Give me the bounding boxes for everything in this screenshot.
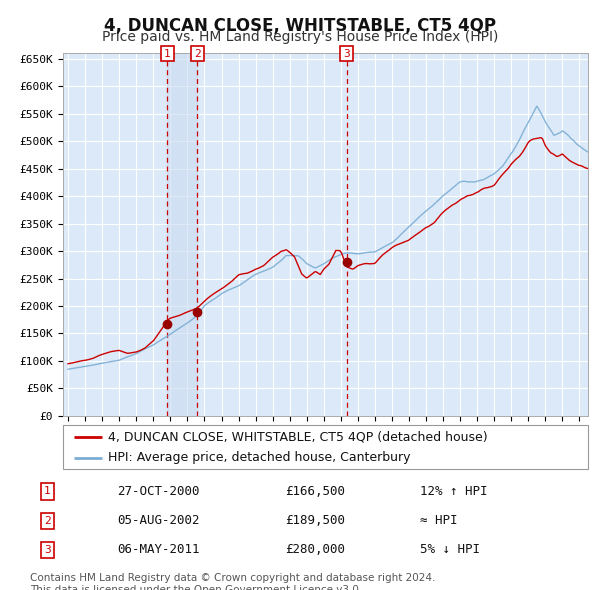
Text: 1: 1	[164, 48, 171, 58]
Text: 4, DUNCAN CLOSE, WHITSTABLE, CT5 4QP: 4, DUNCAN CLOSE, WHITSTABLE, CT5 4QP	[104, 17, 496, 35]
Text: Price paid vs. HM Land Registry's House Price Index (HPI): Price paid vs. HM Land Registry's House …	[102, 30, 498, 44]
Text: 3: 3	[44, 545, 51, 555]
Text: £166,500: £166,500	[285, 485, 345, 498]
Text: 27-OCT-2000: 27-OCT-2000	[118, 485, 200, 498]
Text: 2: 2	[194, 48, 201, 58]
Text: 4, DUNCAN CLOSE, WHITSTABLE, CT5 4QP (detached house): 4, DUNCAN CLOSE, WHITSTABLE, CT5 4QP (de…	[107, 431, 487, 444]
Text: ≈ HPI: ≈ HPI	[420, 514, 458, 527]
Text: £280,000: £280,000	[285, 543, 345, 556]
Text: £189,500: £189,500	[285, 514, 345, 527]
Text: HPI: Average price, detached house, Canterbury: HPI: Average price, detached house, Cant…	[107, 451, 410, 464]
Bar	[167, 53, 197, 416]
Text: 12% ↑ HPI: 12% ↑ HPI	[420, 485, 487, 498]
Text: 3: 3	[343, 48, 350, 58]
Text: 5% ↓ HPI: 5% ↓ HPI	[420, 543, 480, 556]
Text: 1: 1	[44, 486, 51, 496]
Text: Contains HM Land Registry data © Crown copyright and database right 2024.
This d: Contains HM Land Registry data © Crown c…	[30, 573, 436, 590]
FancyBboxPatch shape	[63, 425, 588, 469]
Text: 05-AUG-2002: 05-AUG-2002	[118, 514, 200, 527]
Text: 2: 2	[44, 516, 51, 526]
Text: 06-MAY-2011: 06-MAY-2011	[118, 543, 200, 556]
